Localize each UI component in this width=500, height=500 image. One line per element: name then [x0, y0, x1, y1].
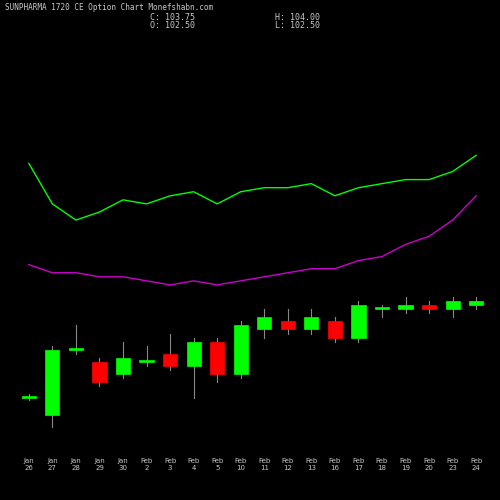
Bar	[328, 322, 342, 338]
Bar	[281, 322, 295, 330]
Text: H: 104.00: H: 104.00	[275, 12, 320, 22]
Bar	[469, 301, 483, 305]
Bar	[92, 362, 106, 382]
Text: O: 102.50: O: 102.50	[150, 21, 195, 30]
Bar	[234, 326, 248, 374]
Bar	[163, 354, 177, 366]
Bar	[304, 318, 318, 330]
Bar	[46, 350, 60, 414]
Bar	[375, 307, 389, 309]
Text: C: 103.75: C: 103.75	[150, 12, 195, 22]
Bar	[210, 342, 224, 374]
Bar	[140, 360, 153, 362]
Bar	[398, 305, 412, 309]
Bar	[446, 301, 460, 309]
Bar	[116, 358, 130, 374]
Bar	[352, 305, 366, 338]
Bar	[422, 305, 436, 309]
Bar	[69, 348, 83, 350]
Text: SUNPHARMA 1720 CE Option Chart Monefshabn.com: SUNPHARMA 1720 CE Option Chart Monefshab…	[5, 2, 213, 12]
Bar	[257, 318, 272, 330]
Text: L: 102.50: L: 102.50	[275, 21, 320, 30]
Bar	[22, 396, 36, 398]
Bar	[186, 342, 200, 366]
